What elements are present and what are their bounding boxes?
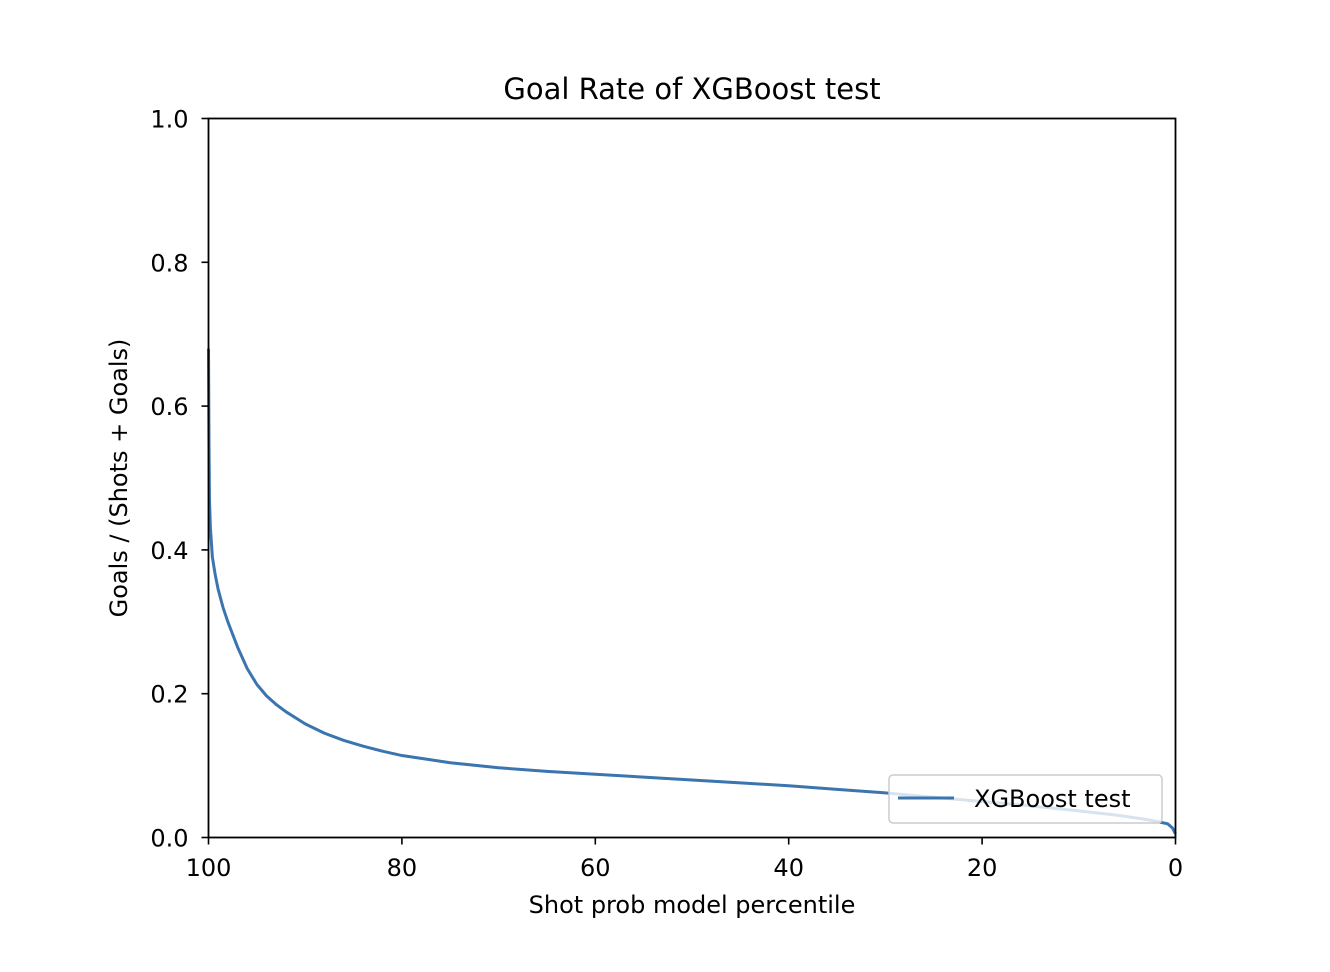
- y-tick-label: 0.6: [150, 393, 188, 421]
- series-line-xgboost-test: [207, 348, 1177, 835]
- y-axis: 0.0 0.2 0.4 0.6 0.8 1.0: [150, 106, 209, 853]
- legend: XGBoost test: [888, 774, 1163, 824]
- x-tick-label: 80: [387, 854, 418, 882]
- x-tick-label: 40: [773, 854, 804, 882]
- legend-label: XGBoost test: [974, 785, 1131, 813]
- y-tick-label: 1.0: [150, 106, 188, 134]
- y-tick-label: 0.0: [150, 825, 188, 853]
- x-tick-label: 20: [967, 854, 998, 882]
- y-tick-label: 0.4: [150, 537, 188, 565]
- chart-title: Goal Rate of XGBoost test: [503, 72, 880, 106]
- plot-frame: [207, 117, 1177, 839]
- x-tick-label: 100: [186, 854, 232, 882]
- y-axis-label: Goals / (Shots + Goals): [105, 339, 133, 618]
- x-axis-label: Shot prob model percentile: [529, 891, 856, 919]
- y-tick-label: 0.2: [150, 681, 188, 709]
- y-tick-label: 0.8: [150, 249, 188, 277]
- x-tick-label: 0: [1168, 854, 1183, 882]
- plot-area: [207, 348, 1177, 835]
- legend-box: [888, 774, 1163, 824]
- x-tick-label: 60: [580, 854, 611, 882]
- x-axis: 100 80 60 40 20 0: [186, 837, 1183, 882]
